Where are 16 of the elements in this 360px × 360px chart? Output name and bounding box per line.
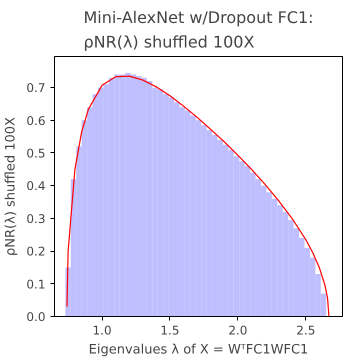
y-tick-label: 0.2 [26, 244, 46, 259]
x-tick-label: 1.0 [92, 324, 112, 338]
y-axis-title: ρNR(λ) shuffled 100X [3, 116, 18, 256]
y-tick-label: 0.7 [26, 81, 46, 96]
x-tick-label: 2.0 [228, 324, 248, 338]
y-tick-label: 0.1 [26, 277, 46, 292]
y-tick-label: 0.4 [26, 179, 46, 194]
x-tick-label: 1.5 [160, 324, 180, 338]
y-tick-label: 0.6 [26, 114, 46, 128]
y-tick-label: 0.5 [26, 146, 46, 160]
x-axis-title: Eigenvalues λ of X = WᵀFC1WFC1 [88, 342, 308, 358]
y-tick-label: 0.0 [26, 310, 46, 324]
y-tick-label: 0.3 [26, 212, 46, 226]
line-series [66, 76, 330, 316]
x-tick-label: 2.5 [296, 324, 316, 338]
chart-title: Mini-AlexNet w/Dropout FC1: ρNR(λ) shuffled 100X [83, 8, 314, 52]
